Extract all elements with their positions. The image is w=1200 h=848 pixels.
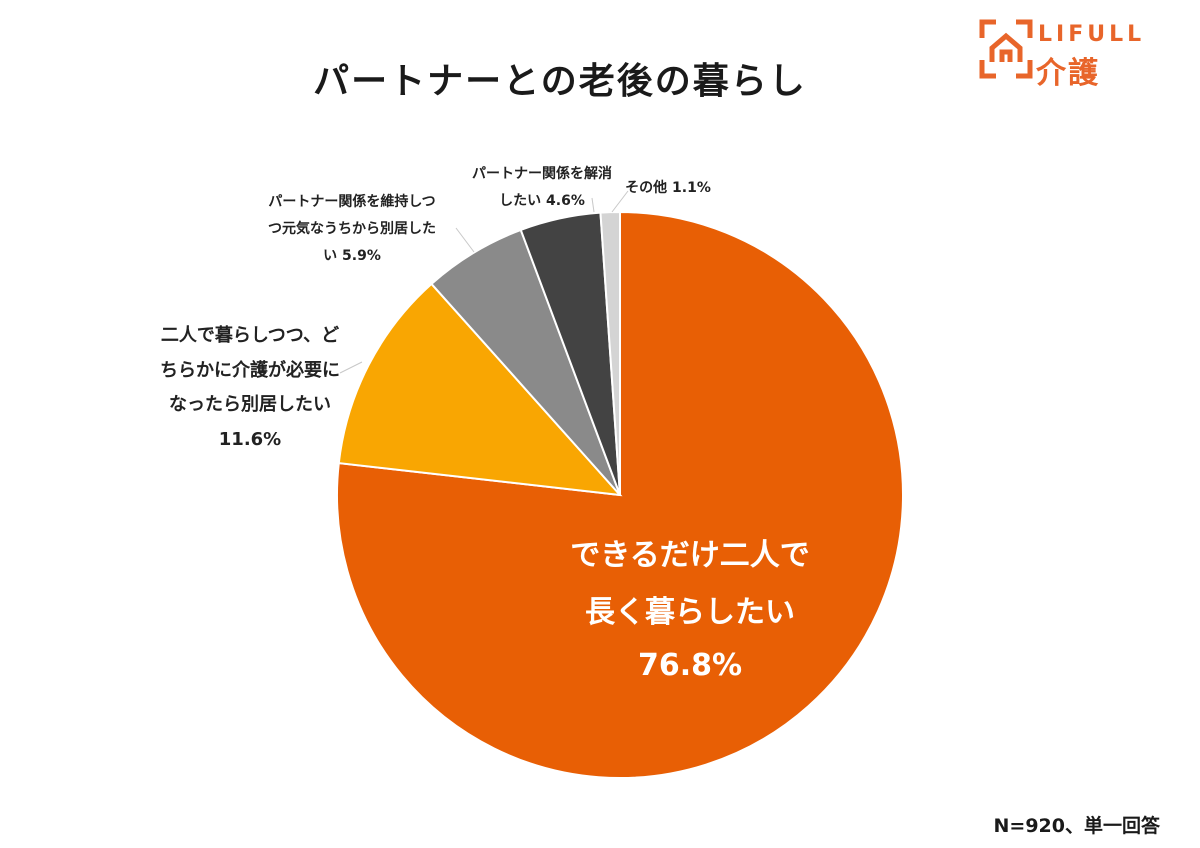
slice-label-3-line-1: パートナー関係を維持しつ	[268, 193, 435, 210]
lifull-kaigo-logo: LIFULL 介護	[978, 18, 1178, 91]
slice-label-3-line-3: い 5.9%	[323, 248, 381, 264]
chart-title: パートナーとの老後の暮らし	[313, 61, 807, 102]
logo-text-kaigo: 介護	[1036, 56, 1100, 91]
slice-label-3-line-2: つ元気なうちから別居した	[268, 220, 436, 237]
slice-label-4-line-1: パートナー関係を解消	[472, 165, 612, 182]
slice-label-1-line-3: 76.8%	[638, 648, 742, 683]
pie-slice-2	[337, 282, 623, 497]
slice-label-2-line-1: 二人で暮らしつつ、ど	[161, 325, 339, 346]
leader-line-3	[455, 227, 475, 253]
slice-label-2-line-2: ちらかに介護が必要に	[160, 359, 340, 381]
slice-label-4-line-2: したい 4.6%	[499, 193, 585, 209]
slice-label-1-line-1: できるだけ二人で	[570, 538, 809, 573]
slice-label-1-line-2: 長く暮らしたい	[585, 595, 795, 630]
leader-line-2	[339, 361, 363, 374]
logo-text-lifull: LIFULL	[1038, 22, 1146, 47]
slice-label-2-line-3: なったら別居したい	[169, 394, 331, 415]
house-logo-icon	[979, 19, 1033, 79]
slice-label-5-line-1: その他 1.1%	[625, 179, 711, 196]
slice-label-2-line-4: 11.6%	[219, 429, 281, 450]
pie-slice-5	[599, 210, 621, 496]
leader-line-5	[611, 190, 629, 213]
leader-line-4	[591, 197, 595, 213]
sample-size-note: N=920、単一回答	[993, 815, 1160, 837]
